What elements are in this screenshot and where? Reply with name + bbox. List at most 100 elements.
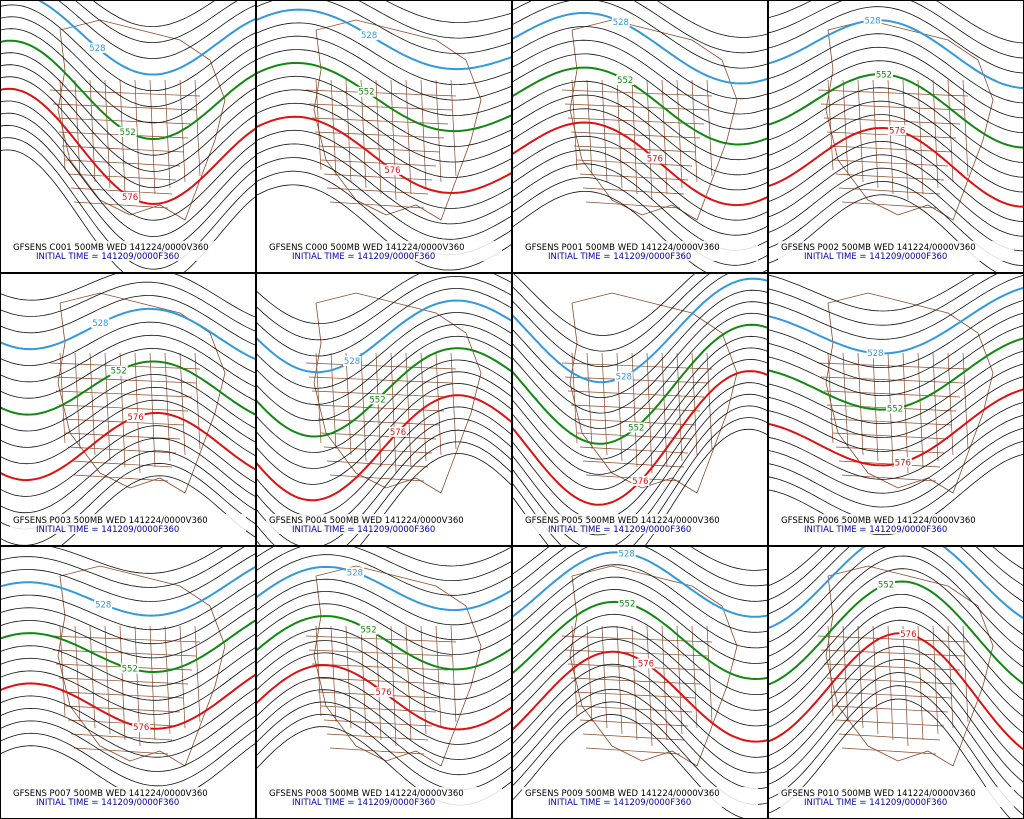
caption-bg bbox=[778, 241, 1014, 261]
state-borders bbox=[561, 625, 713, 755]
contour bbox=[768, 546, 1024, 615]
map-panel: 528 552 576 GFSENS P008 500MB WED 141224/00… bbox=[256, 546, 512, 808]
contour-highlight bbox=[0, 565, 256, 617]
contour bbox=[768, 87, 1024, 163]
contour bbox=[0, 714, 256, 772]
label-bg bbox=[357, 86, 376, 97]
caption-bg bbox=[10, 241, 246, 261]
contour bbox=[512, 26, 768, 100]
panel-subtitle: INITIAL TIME = 141209/0000F360 bbox=[292, 798, 435, 808]
contour bbox=[0, 701, 256, 758]
contour bbox=[0, 149, 256, 273]
contour bbox=[256, 546, 512, 581]
contour-highlight bbox=[256, 61, 512, 133]
contour bbox=[768, 46, 1024, 119]
contour bbox=[512, 273, 696, 336]
contour bbox=[768, 299, 1024, 368]
contour bbox=[0, 273, 256, 318]
contour bbox=[512, 94, 768, 176]
coastline bbox=[825, 292, 994, 494]
contour bbox=[512, 0, 768, 69]
panel-title: GFSENS P003 500MB WED 141224/0000V360 bbox=[13, 516, 208, 526]
contour bbox=[256, 689, 512, 761]
label-bg bbox=[631, 475, 650, 486]
panel-title: GFSENS P010 500MB WED 141224/0000V360 bbox=[781, 789, 976, 799]
map-panel: 528 552 576 GFSENS C001 500MB WED 141224/00… bbox=[0, 0, 256, 273]
contour-highlight bbox=[0, 307, 256, 361]
contour-highlight bbox=[512, 277, 768, 384]
contour-label: 552 bbox=[111, 367, 127, 377]
contour-highlight bbox=[256, 299, 512, 374]
contour bbox=[256, 429, 512, 546]
contour bbox=[0, 425, 256, 497]
label-bg bbox=[899, 629, 918, 640]
contour bbox=[256, 275, 512, 341]
contour bbox=[256, 591, 512, 641]
contour bbox=[256, 640, 512, 700]
contour bbox=[768, 401, 1024, 480]
contour-label: 552 bbox=[876, 70, 892, 80]
contour bbox=[256, 89, 512, 163]
contour bbox=[0, 579, 256, 631]
contour bbox=[256, 323, 512, 405]
contour bbox=[0, 546, 225, 574]
label-bg bbox=[616, 74, 635, 85]
contour bbox=[768, 427, 1024, 508]
contour-label: 576 bbox=[647, 155, 663, 165]
contour-label: 552 bbox=[369, 395, 385, 405]
panel-subtitle: INITIAL TIME = 141209/0000F360 bbox=[548, 525, 691, 535]
contour bbox=[356, 0, 512, 39]
map-panel: 528 552 576 GFSENS C000 500MB WED 141224/00… bbox=[256, 0, 512, 271]
label-bg bbox=[866, 348, 885, 359]
contour bbox=[256, 546, 512, 567]
contour-label: 576 bbox=[895, 458, 911, 468]
contour bbox=[256, 102, 512, 178]
contour-label: 576 bbox=[128, 413, 144, 423]
contour bbox=[256, 441, 512, 546]
caption-bg bbox=[266, 787, 502, 807]
contour bbox=[0, 660, 256, 715]
contour bbox=[768, 698, 1012, 819]
contour bbox=[256, 335, 512, 421]
label-bg bbox=[91, 318, 110, 329]
contour bbox=[768, 6, 1024, 74]
contour bbox=[768, 350, 1024, 424]
contour-highlight bbox=[512, 551, 768, 619]
coastline bbox=[57, 292, 226, 494]
label-bg bbox=[863, 15, 882, 26]
panel-title: GFSENS C001 500MB WED 141224/0000V360 bbox=[13, 243, 209, 253]
contour bbox=[60, 475, 256, 546]
contour bbox=[512, 417, 768, 546]
map-panel: 528 552 576 GFSENS P001 500MB WED 141224/00… bbox=[512, 0, 768, 273]
panel-title: GFSENS P002 500MB WED 141224/0000V360 bbox=[781, 243, 976, 253]
label-bg bbox=[888, 125, 907, 136]
contour bbox=[0, 606, 256, 659]
contour bbox=[768, 376, 1024, 452]
contour-label: 528 bbox=[89, 44, 105, 54]
label-bg bbox=[88, 42, 107, 53]
contour-label: 528 bbox=[347, 568, 363, 578]
contour bbox=[768, 555, 1024, 657]
label-bg bbox=[109, 365, 128, 376]
contour bbox=[256, 652, 512, 715]
contour-label: 552 bbox=[120, 128, 136, 138]
label-bg bbox=[343, 356, 362, 367]
contour bbox=[0, 281, 256, 332]
contour bbox=[512, 108, 768, 191]
map-panel: 528 552 576 GFSENS P002 500MB WED 141224/00… bbox=[768, 0, 1024, 273]
contour-label: 576 bbox=[133, 723, 149, 733]
contour-label: 552 bbox=[619, 600, 635, 610]
contour bbox=[768, 685, 1024, 816]
caption-bg bbox=[522, 514, 758, 534]
contour-label: 528 bbox=[867, 349, 883, 359]
contour bbox=[768, 114, 1024, 193]
contour bbox=[0, 374, 256, 432]
contour bbox=[768, 273, 977, 312]
panel-title: GFSENS C000 500MB WED 141224/0000V360 bbox=[269, 243, 465, 253]
contour-highlight bbox=[768, 546, 1024, 630]
contour-highlight bbox=[0, 673, 256, 730]
contour bbox=[0, 546, 247, 588]
contour bbox=[512, 576, 768, 649]
contour bbox=[512, 53, 768, 130]
label-bg bbox=[645, 153, 664, 164]
